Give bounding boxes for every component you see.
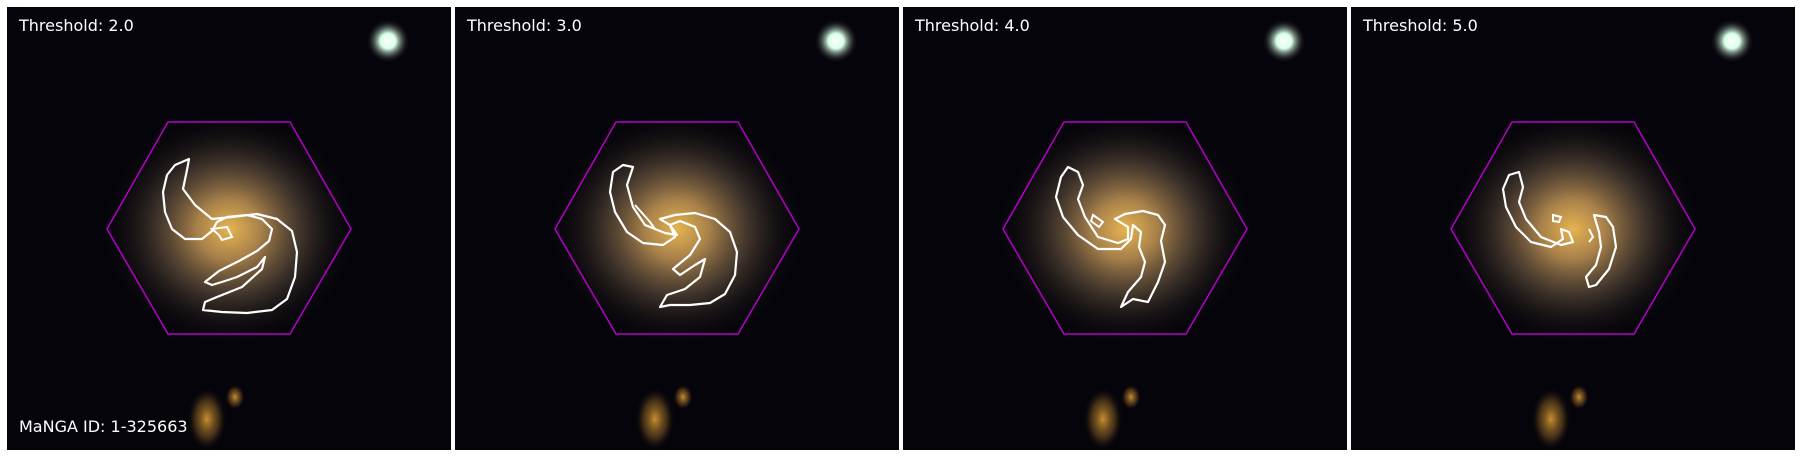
background-galaxy — [225, 384, 245, 410]
threshold-label: Threshold: 3.0 — [467, 16, 582, 35]
ifu-hexagon — [1450, 121, 1696, 335]
arm-contour-right — [1584, 213, 1618, 289]
star — [814, 19, 858, 63]
panel-threshold-2: Threshold: 2.0 MaNGA ID: 1-325663 — [7, 7, 451, 450]
threshold-label: Threshold: 4.0 — [915, 16, 1030, 35]
panel-threshold-3: Threshold: 3.0 — [455, 7, 899, 450]
ifu-hexagon — [1002, 121, 1248, 335]
background-galaxy — [635, 387, 675, 450]
threshold-label: Threshold: 5.0 — [1363, 16, 1478, 35]
background-galaxy — [1083, 387, 1123, 450]
ifu-hexagon — [554, 121, 800, 335]
galaxy-image — [99, 19, 410, 450]
threshold-label: Threshold: 2.0 — [19, 16, 134, 35]
arm-contour — [1054, 165, 1167, 309]
background-galaxy — [1121, 384, 1141, 410]
background-galaxy — [1569, 384, 1589, 410]
arm-contour — [608, 163, 739, 309]
galaxy-image — [547, 19, 858, 450]
galaxy-glow — [547, 109, 807, 349]
star — [1710, 19, 1754, 63]
panel-threshold-4: Threshold: 4.0 — [903, 7, 1347, 450]
star — [366, 19, 410, 63]
background-galaxy — [1531, 387, 1571, 450]
galaxy-glow — [995, 109, 1255, 349]
core-contour — [1552, 213, 1563, 224]
galaxy-glow — [1443, 109, 1703, 349]
galaxy-image — [995, 19, 1306, 450]
background-galaxy — [673, 384, 693, 410]
core-contour — [209, 225, 234, 242]
ifu-hexagon — [106, 121, 352, 335]
arm-contour-left — [1501, 170, 1575, 249]
galaxy-image — [1443, 19, 1754, 450]
background-galaxy — [187, 387, 227, 450]
bar-contour — [634, 204, 656, 230]
star — [1262, 19, 1306, 63]
galaxy-id-label: MaNGA ID: 1-325663 — [19, 417, 188, 436]
core-contour — [1588, 228, 1595, 243]
core-contour — [1089, 213, 1105, 229]
panel-threshold-5: Threshold: 5.0 — [1351, 7, 1795, 450]
